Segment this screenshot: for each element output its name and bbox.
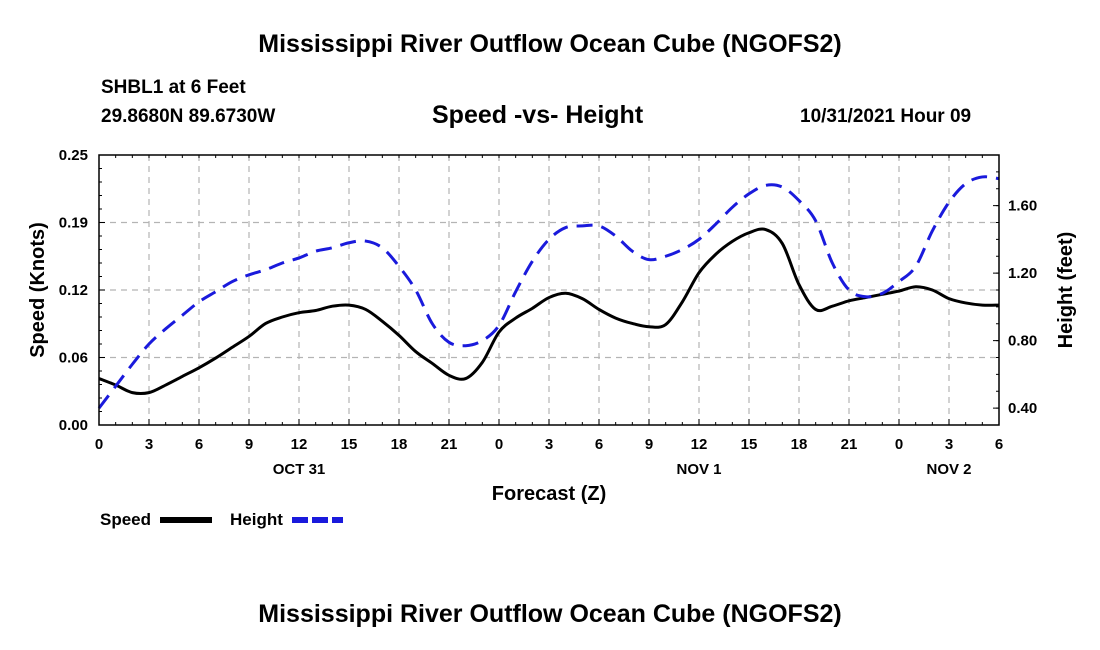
x-tick-label: 3: [545, 436, 553, 453]
footer-title: Mississippi River Outflow Ocean Cube (NG…: [258, 600, 842, 628]
legend: Speed Height: [100, 510, 343, 529]
chart-main-title: Mississippi River Outflow Ocean Cube (NG…: [258, 30, 842, 58]
x-tick-label: 0: [95, 436, 103, 453]
x-tick-label: 21: [841, 436, 858, 453]
x-tick-label: 6: [595, 436, 603, 453]
y-axis-left-label: Speed (Knots): [27, 222, 49, 358]
x-tick-label: 6: [995, 436, 1003, 453]
y-left-tick-label: 0.12: [59, 282, 88, 299]
x-tick-label: 12: [691, 436, 708, 453]
day-label: NOV 2: [926, 461, 971, 478]
y-left-tick-label: 0.19: [59, 215, 88, 232]
y-left-tick-label: 0.06: [59, 350, 88, 367]
forecast-datetime: 10/31/2021 Hour 09: [800, 106, 972, 127]
y-left-tick-label: 0.25: [59, 147, 88, 164]
day-label: OCT 31: [273, 461, 326, 478]
y-right-tick-label: 0.40: [1008, 400, 1037, 417]
x-tick-label: 15: [741, 436, 758, 453]
speed-series-line: [98, 227, 1000, 396]
x-tick-label: 0: [495, 436, 503, 453]
y-left-tick-label: 0.00: [59, 417, 88, 434]
x-tick-label: 0: [895, 436, 903, 453]
x-tick-label: 9: [245, 436, 253, 453]
series-layer: [97, 175, 1000, 410]
legend-speed-label: Speed: [100, 510, 151, 529]
x-tick-label: 18: [791, 436, 808, 453]
legend-height-label: Height: [230, 510, 283, 529]
y-axis-right-label: Height (feet): [1055, 232, 1077, 349]
x-tick-label: 15: [341, 436, 358, 453]
x-tick-label: 12: [291, 436, 308, 453]
grid: [99, 155, 999, 425]
height-series-line: [97, 175, 1000, 410]
y-right-tick-label: 1.20: [1008, 265, 1037, 282]
x-tick-label: 21: [441, 436, 458, 453]
day-label: NOV 1: [676, 461, 721, 478]
y-right-tick-label: 0.80: [1008, 333, 1037, 350]
x-tick-label: 3: [945, 436, 953, 453]
x-tick-label: 9: [645, 436, 653, 453]
y-right-tick-label: 1.60: [1008, 198, 1037, 215]
axes: 0 3 6 9 12 15 18 21 0 3 6 9 12 15 18 21 0 3 6 OCT 31 NOV 1 NO…: [59, 147, 1037, 478]
x-axis-label: Forecast (Z): [492, 483, 606, 505]
x-tick-label: 3: [145, 436, 153, 453]
x-tick-label: 18: [391, 436, 408, 453]
chart-subtitle: Speed -vs- Height: [432, 101, 644, 129]
x-tick-label: 6: [195, 436, 203, 453]
station-name: SHBL1 at 6 Feet: [101, 77, 246, 98]
station-coordinates: 29.8680N 89.6730W: [101, 106, 276, 127]
